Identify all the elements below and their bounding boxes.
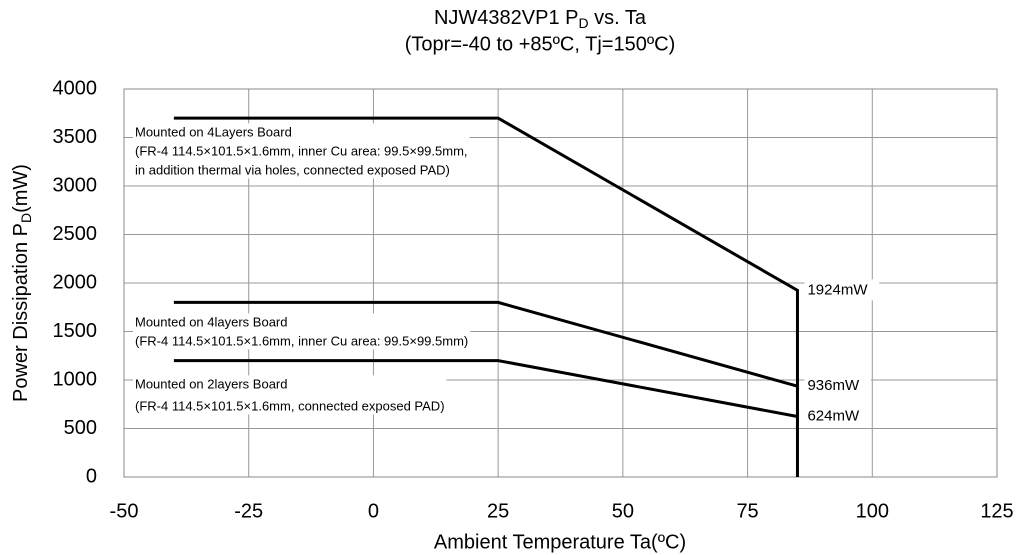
annotation-line: (FR-4 114.5×101.5×1.6mm, inner Cu area: … xyxy=(135,333,468,348)
y-tick-label: 0 xyxy=(86,465,97,487)
chart-title: NJW4382VP1 PD vs. Ta xyxy=(434,7,647,30)
value-label-background xyxy=(804,405,871,427)
annotation-line: Mounted on 4Layers Board xyxy=(135,124,292,139)
annotation-background xyxy=(133,313,471,350)
series-line xyxy=(173,116,799,477)
y-tick-label: 1500 xyxy=(53,320,98,342)
value-label: 624mW xyxy=(807,407,860,424)
y-tick-label: 500 xyxy=(64,417,97,439)
annotation-line: (FR-4 114.5×101.5×1.6mm, inner Cu area: … xyxy=(135,143,468,158)
series-line xyxy=(173,359,798,418)
annotation-line: (FR-4 114.5×101.5×1.6mm, connected expos… xyxy=(135,398,445,413)
series-annotation: Mounted on 2layers Board (FR-4 114.5×101.… xyxy=(135,376,445,413)
x-axis-label: Ambient Temperature Ta(ºC) xyxy=(434,531,686,553)
annotation-line: Mounted on 2layers Board xyxy=(135,376,287,391)
title-part: NJW4382VP1 P xyxy=(434,7,579,29)
series-annotation: Mounted on 4layers Board (FR-4 114.5×101.… xyxy=(135,314,468,348)
value-label-background xyxy=(804,375,871,397)
y-tick-label: 3500 xyxy=(53,126,98,148)
plot-frame xyxy=(123,88,998,478)
annotation-line: in addition thermal via holes, connected… xyxy=(135,162,450,177)
chart-subtitle: (Topr=-40 to +85ºC, Tj=150ºC) xyxy=(405,33,676,55)
series-annotation: Mounted on 4Layers Board (FR-4 114.5×101.… xyxy=(135,124,468,177)
y-tick-label: 4000 xyxy=(53,77,98,99)
x-tick-label: 50 xyxy=(612,500,634,522)
y-axis-label: Power Dissipation PD(mW) xyxy=(10,164,33,402)
x-tick-label: 125 xyxy=(980,500,1013,522)
y-tick-label: 2000 xyxy=(53,271,98,293)
value-label: 936mW xyxy=(807,377,860,394)
y-tick-label: 3000 xyxy=(53,174,98,196)
x-tick-label: 100 xyxy=(856,500,889,522)
annotation-line: Mounted on 4layers Board xyxy=(135,314,287,329)
x-tick-label: -50 xyxy=(110,500,139,522)
x-tick-label: 75 xyxy=(736,500,758,522)
y-tick-label: 2500 xyxy=(53,223,98,245)
annotation-background xyxy=(133,123,470,179)
series-line xyxy=(173,300,798,388)
y-label-part: (mW) xyxy=(10,164,32,213)
title-part: vs. Ta xyxy=(589,7,647,29)
y-label-subscript: D xyxy=(18,213,34,223)
title-subscript: D xyxy=(578,15,588,31)
value-label-background xyxy=(804,279,880,301)
y-label-part: Power Dissipation P xyxy=(10,223,32,402)
y-tick-label: 1000 xyxy=(53,368,98,390)
x-tick-label: 25 xyxy=(487,500,509,522)
value-label: 1924mW xyxy=(807,281,868,298)
annotation-background xyxy=(133,375,447,415)
x-tick-label: -25 xyxy=(234,500,263,522)
x-tick-label: 0 xyxy=(368,500,379,522)
